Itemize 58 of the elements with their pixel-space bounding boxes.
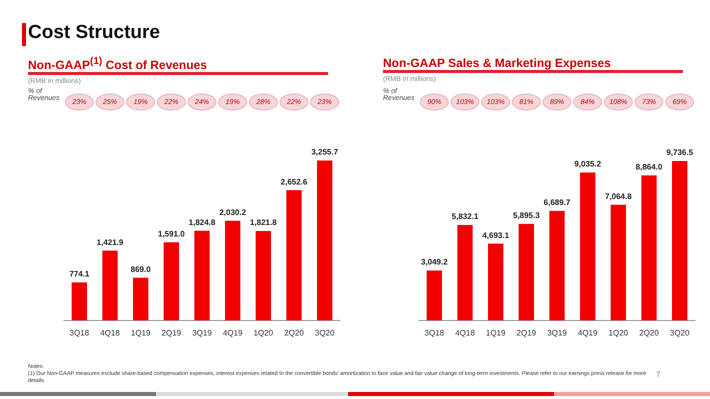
x-tick-label: 1Q20 [254, 328, 274, 338]
bar [164, 242, 179, 320]
x-tick-label: 4Q19 [222, 328, 243, 338]
x-tick-label: 3Q19 [547, 328, 568, 338]
x-tick-label: 1Q20 [608, 328, 629, 338]
x-tick-label: 2Q19 [162, 328, 182, 338]
data-label: 5,832.1 [452, 212, 479, 222]
bar [580, 172, 596, 320]
data-label: 6,689.7 [544, 198, 571, 208]
x-tick-label: 2Q20 [639, 328, 660, 338]
x-tick-label: 2Q20 [284, 328, 304, 338]
x-tick-label: 3Q18 [70, 328, 90, 338]
bar [317, 160, 332, 320]
data-label: 1,821.8 [250, 218, 278, 228]
x-tick-label: 1Q19 [486, 328, 506, 338]
data-label: 3,049.2 [420, 258, 448, 267]
data-label: 869.0 [130, 264, 152, 274]
bar [549, 210, 565, 320]
text: 7 [656, 370, 660, 379]
data-label: 8,864.0 [636, 162, 663, 172]
data-label: 5,895.3 [512, 211, 540, 220]
chart-title: Non-GAAP$^{(1)}$ Cost of Revenues [28, 56, 328, 75]
data-label: 2,030.2 [219, 208, 247, 217]
x-tick-label: 3Q18 [424, 328, 445, 338]
x-tick-label: 3Q19 [192, 328, 212, 338]
x-tick-label: 4Q18 [100, 328, 120, 338]
bar [194, 230, 210, 320]
data-label: 1,824.8 [188, 218, 216, 228]
bar [641, 175, 657, 320]
bar [102, 250, 118, 320]
data-label: 1,591.0 [158, 229, 186, 238]
bar [133, 278, 148, 320]
bar [256, 230, 271, 320]
chart-title: Non-GAAP Sales & Marketing Expenses [383, 56, 683, 73]
text: Cost Structure [28, 22, 160, 44]
data-label: 7,064.8 [604, 192, 632, 201]
bar [610, 204, 626, 320]
x-tick-label: 2Q19 [516, 328, 537, 338]
data-label: 1,421.9 [96, 238, 124, 247]
x-tick-label: 3Q20 [670, 328, 690, 338]
x-tick-label: 4Q18 [455, 328, 476, 338]
bar [672, 161, 688, 320]
bar [72, 282, 87, 320]
bar [518, 224, 534, 320]
x-tick-label: 3Q20 [314, 328, 335, 338]
data-label: 9,035.2 [574, 160, 602, 169]
bar [488, 244, 504, 320]
data-label: 4,693.1 [482, 230, 510, 240]
x-tick-label: 4Q19 [578, 328, 598, 338]
data-label: 774.1 [69, 270, 90, 279]
bar [286, 190, 302, 320]
bar [457, 224, 473, 320]
data-label: 2,652.6 [280, 177, 308, 186]
data-label: 9,736.5 [666, 148, 694, 158]
x-tick-label: 1Q19 [130, 328, 151, 338]
bar [426, 270, 442, 320]
bar [225, 220, 240, 320]
data-label: 3,255.7 [311, 148, 339, 157]
